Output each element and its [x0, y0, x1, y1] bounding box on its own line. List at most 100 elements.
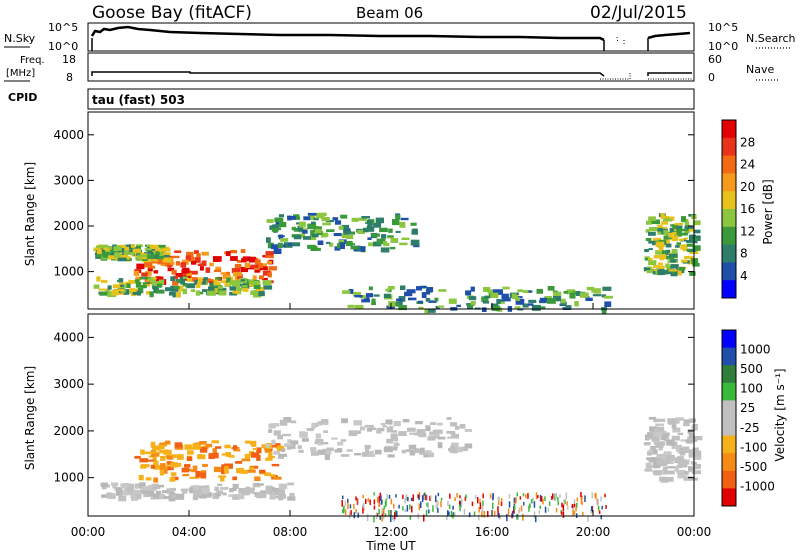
data-cell	[347, 498, 349, 503]
data-cell	[180, 488, 189, 492]
data-cell	[148, 490, 155, 497]
colorbar-frame	[721, 329, 737, 507]
data-cell	[489, 493, 492, 499]
data-cell	[152, 285, 159, 290]
data-cell	[190, 277, 198, 282]
data-cell	[533, 511, 536, 519]
data-cell	[655, 241, 665, 247]
data-cell	[228, 494, 235, 497]
data-cell	[266, 490, 273, 495]
data-cell	[157, 256, 164, 260]
data-cell	[366, 293, 373, 298]
data-cell	[140, 449, 145, 455]
colorbar-segment	[722, 488, 736, 507]
data-cell	[277, 489, 285, 495]
data-cell	[667, 476, 674, 482]
data-cell	[152, 254, 160, 259]
colorbar-segment	[722, 120, 736, 139]
data-cell	[594, 493, 596, 498]
data-cell	[166, 488, 175, 494]
data-cell	[418, 492, 421, 498]
data-cell	[172, 255, 180, 259]
data-cell	[192, 443, 202, 449]
nsky-tick-bottom: 10^0	[48, 40, 78, 53]
data-cell	[310, 447, 317, 452]
data-cell	[497, 499, 500, 506]
data-cell	[652, 237, 662, 241]
data-cell	[665, 237, 673, 240]
data-cell	[225, 251, 231, 257]
data-cell	[560, 301, 567, 306]
nsky-panel-frame	[87, 22, 695, 52]
data-cell	[655, 429, 663, 435]
data-cell	[299, 432, 308, 438]
data-cell	[378, 503, 381, 507]
data-region-1	[93, 276, 273, 298]
data-cell	[287, 243, 294, 246]
data-cell	[661, 221, 669, 225]
data-cell	[101, 485, 107, 490]
data-cell	[118, 284, 124, 287]
data-cell	[301, 438, 309, 442]
data-cell	[254, 476, 261, 481]
data-cell	[141, 272, 148, 277]
data-cell	[402, 419, 410, 423]
data-cell	[199, 266, 204, 271]
data-cell	[531, 304, 541, 311]
data-cell	[182, 288, 188, 295]
data-cell	[386, 426, 393, 433]
data-cell	[193, 490, 202, 496]
data-cell	[153, 493, 160, 500]
data-cell	[507, 508, 510, 516]
colorbar-segment	[722, 173, 736, 192]
data-cell	[456, 493, 458, 498]
data-cell	[573, 510, 576, 515]
data-cell	[684, 255, 690, 259]
data-cell	[322, 222, 332, 226]
data-cell	[559, 494, 561, 498]
colorbar-tick-label: 28	[740, 135, 755, 149]
data-cell	[692, 239, 698, 244]
data-cell	[204, 485, 210, 489]
data-cell	[679, 452, 686, 456]
data-cell	[680, 259, 688, 263]
data-cell	[675, 417, 684, 421]
data-cell	[340, 454, 350, 457]
data-cell	[362, 502, 365, 509]
data-cell	[271, 227, 279, 232]
data-cell	[170, 276, 176, 282]
data-cell	[669, 253, 677, 258]
data-cell	[264, 447, 270, 453]
data-cell	[683, 237, 688, 240]
data-cell	[404, 498, 406, 504]
data-cell	[676, 469, 685, 474]
data-cell	[418, 495, 420, 500]
data-cell	[250, 290, 258, 295]
data-cell	[252, 275, 257, 281]
data-cell	[212, 448, 217, 455]
data-cell	[417, 494, 419, 499]
data-cell	[561, 502, 563, 508]
data-cell	[450, 510, 453, 518]
data-cell	[108, 496, 116, 499]
data-cell	[416, 286, 423, 291]
data-cell	[135, 485, 142, 489]
data-cell	[369, 450, 374, 454]
data-cell	[402, 494, 404, 499]
data-cell	[659, 464, 668, 467]
data-cell	[325, 241, 331, 244]
data-cell	[586, 286, 595, 291]
colorbar-segment	[722, 262, 736, 281]
data-cell	[277, 435, 283, 440]
data-cell	[170, 487, 176, 491]
data-cell	[280, 238, 289, 242]
data-cell	[322, 448, 332, 455]
colorbar-tick-label: 25	[740, 401, 755, 415]
data-cell	[276, 445, 283, 452]
data-cell	[643, 267, 651, 271]
data-cell	[663, 230, 669, 236]
data-cell	[597, 506, 600, 510]
data-cell	[155, 251, 160, 256]
data-cell	[112, 284, 121, 289]
data-cell	[648, 248, 653, 251]
